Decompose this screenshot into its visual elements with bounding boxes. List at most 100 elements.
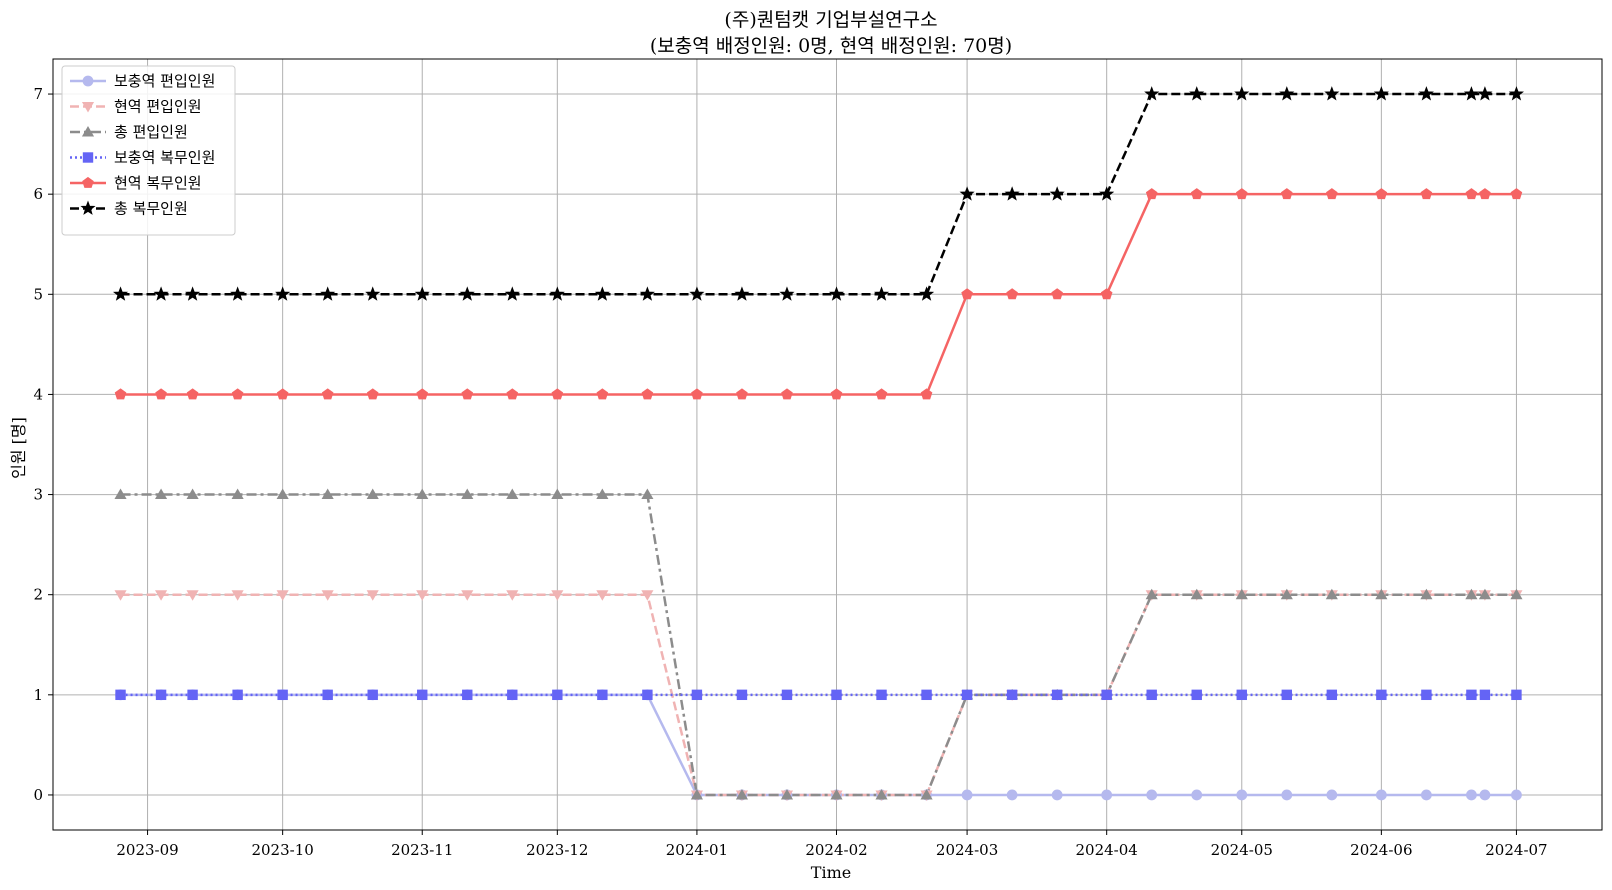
legend-item: 총 편입인원 [70,123,188,141]
data-point [961,789,973,801]
legend-marker [82,152,94,163]
data-point [1421,689,1432,701]
data-point [691,388,703,400]
x-tick-label: 2024-01 [666,841,728,859]
legend-marker [82,176,94,188]
y-axis: 0 1 2 3 4 5 6 7 [33,85,53,804]
data-point [1004,186,1020,201]
data-point [919,286,935,301]
data-point [780,788,794,800]
y-tick-label: 6 [33,185,43,203]
x-axis: 2023-09 2023-10 2023-11 2023-12 2024-01 2024-… [116,830,1548,859]
data-point [551,488,564,500]
data-point [1466,689,1477,701]
data-point [876,689,887,701]
x-axis-label: Time [811,863,851,882]
data-point [231,488,244,500]
legend-item: 현역 편입인원 [70,98,202,116]
data-point [114,488,127,500]
data-point [366,388,379,400]
data-point [1465,588,1478,600]
data-point [277,689,288,701]
series-markers-5 [114,188,1523,400]
series-markers-6 [112,86,1524,301]
data-point [1479,689,1491,701]
data-point [1418,86,1434,101]
data-point [1510,588,1523,600]
data-point [875,788,888,800]
x-tick-label: 2023-11 [391,841,453,859]
data-point [1508,86,1524,101]
data-point [1479,789,1491,801]
data-point [1235,588,1248,600]
data-point [417,689,428,701]
x-tick-label: 2024-05 [1211,841,1273,859]
data-point [920,788,933,800]
data-point [1051,789,1063,801]
data-point [1190,588,1203,600]
data-point [830,388,843,400]
data-point [1375,789,1387,801]
data-point [461,590,474,601]
data-point [1326,789,1338,801]
data-point [1101,789,1113,801]
legend-label: 보충역 편입인원 [114,72,215,90]
data-point [504,286,520,301]
data-point [506,590,519,601]
data-point [1420,789,1432,801]
series-markers [112,86,1524,801]
data-point [155,388,167,400]
data-point [461,388,474,400]
y-tick-label: 0 [33,786,43,804]
data-point [1466,789,1477,801]
data-point [830,788,843,800]
series-markers-3 [114,488,1523,800]
x-tick-label: 2024-02 [805,841,867,859]
data-point [1145,588,1158,600]
data-point [1236,689,1247,701]
y-tick-label: 3 [33,486,43,504]
data-point [155,590,168,601]
legend-marker [81,102,95,113]
data-point [551,388,564,400]
legend-item: 보충역 편입인원 [70,72,215,90]
data-point [920,388,933,400]
data-point [1465,188,1478,200]
legend-label: 현역 복무인원 [114,174,202,192]
data-point [1235,188,1248,200]
data-point [1510,188,1523,200]
data-point [691,689,703,701]
data-point [596,590,609,601]
legend-item: 총 복무인원 [70,200,188,218]
data-point [186,488,199,500]
data-point [366,488,379,500]
data-point [153,286,169,301]
data-point [321,388,334,400]
data-point [1281,789,1293,801]
x-tick-label: 2023-09 [116,841,178,859]
data-point [831,689,842,701]
data-point [275,286,291,301]
data-point [1463,86,1479,101]
x-tick-label: 2024-03 [936,841,998,859]
data-point [1006,689,1018,701]
data-point [690,788,703,800]
data-point [641,590,654,601]
data-point [186,590,199,601]
chart-title-line-1: (주)퀀텀캣 기업부설연구소 [724,9,937,31]
plot-frame [52,58,1603,831]
data-point [1146,689,1157,701]
data-point [1280,188,1293,200]
data-point [1101,689,1112,701]
data-point [1191,689,1202,701]
data-point [961,689,973,701]
data-point [187,689,198,701]
data-point [1190,188,1203,200]
data-point [1325,588,1338,600]
data-point [1144,86,1160,101]
data-point [114,590,127,601]
data-point [1049,186,1065,201]
data-point [231,590,244,601]
data-point [114,388,127,400]
